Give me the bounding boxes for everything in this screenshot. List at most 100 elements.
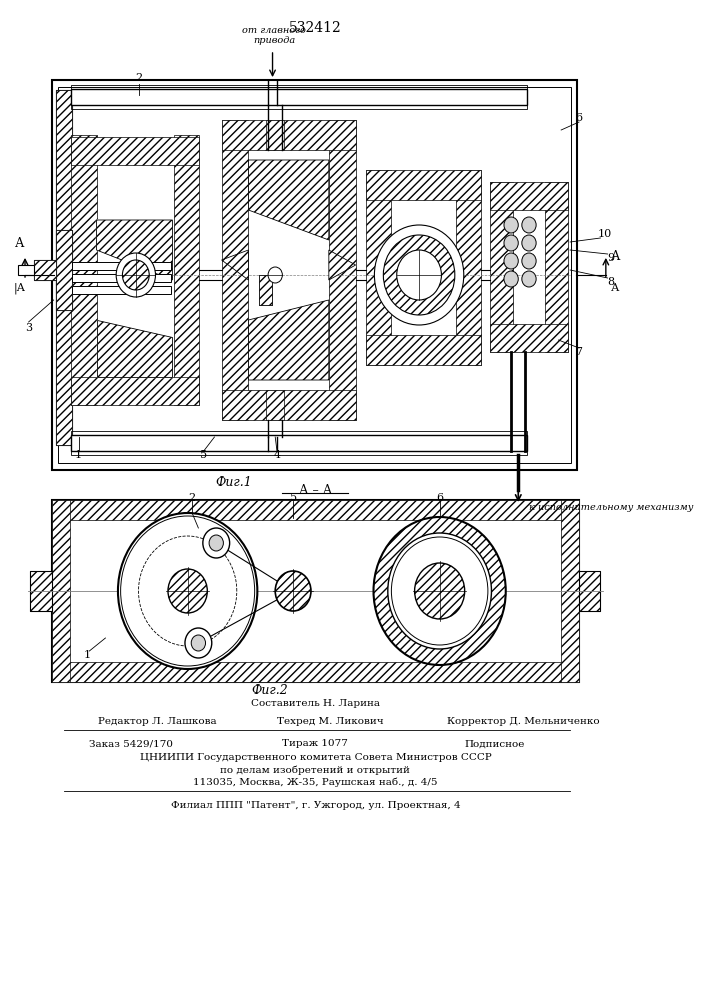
Circle shape [522, 253, 536, 269]
Text: по делам изобретений и открытий: по делам изобретений и открытий [221, 765, 410, 775]
Text: 6: 6 [436, 493, 443, 503]
Text: Фиг.1: Фиг.1 [216, 476, 252, 488]
Bar [52, 500, 70, 682]
Bar [579, 571, 600, 611]
Text: Редактор Л. Лашкова: Редактор Л. Лашкова [98, 718, 217, 726]
Bar [71, 137, 199, 165]
Circle shape [191, 635, 206, 651]
Bar [57, 230, 72, 310]
Text: А: А [611, 250, 621, 263]
Polygon shape [329, 250, 356, 280]
Text: 2: 2 [189, 493, 196, 503]
Text: Тираж 1077: Тираж 1077 [283, 740, 349, 748]
Circle shape [118, 513, 257, 669]
Bar [71, 377, 199, 405]
Text: Заказ 5429/170: Заказ 5429/170 [89, 740, 173, 748]
Bar [58, 87, 571, 463]
Bar [366, 170, 392, 365]
Circle shape [522, 235, 536, 251]
Bar [72, 262, 170, 270]
Bar [71, 135, 96, 405]
Bar [71, 89, 527, 105]
Circle shape [122, 260, 149, 290]
Circle shape [504, 271, 518, 287]
Text: А: А [15, 237, 25, 250]
Circle shape [268, 267, 282, 283]
Bar [221, 120, 356, 150]
Text: 6: 6 [575, 113, 583, 123]
Circle shape [383, 235, 455, 315]
Circle shape [209, 535, 223, 551]
Text: от главного
привода: от главного привода [243, 26, 306, 45]
Circle shape [397, 250, 441, 300]
Bar [456, 170, 481, 365]
Text: Фиг.2: Фиг.2 [252, 684, 288, 696]
Bar [366, 170, 481, 200]
Text: Корректор Д. Мельниченко: Корректор Д. Мельниченко [447, 718, 600, 726]
Bar [34, 260, 57, 280]
Polygon shape [96, 220, 173, 280]
Text: 5: 5 [290, 493, 297, 503]
Text: 10: 10 [598, 229, 612, 239]
Circle shape [168, 569, 207, 613]
Circle shape [504, 217, 518, 233]
Text: Техред М. Ликович: Техред М. Ликович [277, 718, 384, 726]
Circle shape [373, 517, 506, 665]
Bar [57, 90, 72, 445]
Bar [366, 335, 481, 365]
Bar [57, 230, 72, 310]
Bar [52, 500, 579, 682]
Text: ЦНИИПИ Государственного комитета Совета Министров СССР: ЦНИИПИ Государственного комитета Совета … [139, 754, 491, 762]
Bar [71, 85, 527, 109]
Bar [52, 662, 579, 682]
Circle shape [414, 563, 464, 619]
Bar [30, 571, 52, 611]
Circle shape [203, 528, 230, 558]
Text: к исполнительному механизму: к исполнительному механизму [529, 504, 694, 512]
Bar [545, 182, 568, 352]
Text: Филиал ППП "Патент", г. Ужгород, ул. Проектная, 4: Филиал ППП "Патент", г. Ужгород, ул. Про… [170, 800, 460, 810]
Bar [490, 182, 513, 352]
Bar [72, 274, 170, 282]
Bar [561, 500, 579, 682]
Bar [174, 135, 199, 405]
Bar [221, 120, 248, 420]
Text: Подписное: Подписное [464, 740, 525, 748]
Circle shape [388, 533, 491, 649]
Text: 7: 7 [575, 347, 583, 357]
Text: |А: |А [13, 283, 25, 294]
Text: 1: 1 [75, 450, 82, 460]
Polygon shape [96, 220, 173, 280]
Bar [259, 275, 271, 305]
Circle shape [116, 253, 156, 297]
Text: 4: 4 [274, 450, 281, 460]
Circle shape [504, 253, 518, 269]
Bar [52, 500, 579, 520]
Text: А: А [611, 283, 619, 293]
Text: 3: 3 [25, 323, 32, 333]
Bar [329, 120, 356, 420]
Bar [267, 390, 284, 420]
Circle shape [522, 217, 536, 233]
Text: 5: 5 [200, 450, 207, 460]
Bar [52, 80, 577, 470]
Polygon shape [96, 320, 173, 377]
Bar [221, 390, 356, 420]
Polygon shape [221, 250, 248, 280]
Text: 1: 1 [84, 650, 91, 660]
Bar [490, 324, 568, 352]
Text: 113035, Москва, Ж-35, Раушская наб., д. 4/5: 113035, Москва, Ж-35, Раушская наб., д. … [193, 777, 438, 787]
Polygon shape [96, 320, 173, 377]
Text: 9: 9 [607, 253, 615, 263]
Bar [267, 120, 284, 150]
Bar [490, 182, 568, 210]
Bar [18, 265, 34, 275]
Bar [579, 571, 600, 611]
Bar [71, 435, 527, 451]
Polygon shape [248, 160, 329, 240]
Bar [57, 90, 72, 445]
Text: Составитель Н. Ларина: Составитель Н. Ларина [251, 700, 380, 708]
Bar [30, 571, 52, 611]
Bar [34, 260, 57, 280]
Circle shape [275, 571, 311, 611]
